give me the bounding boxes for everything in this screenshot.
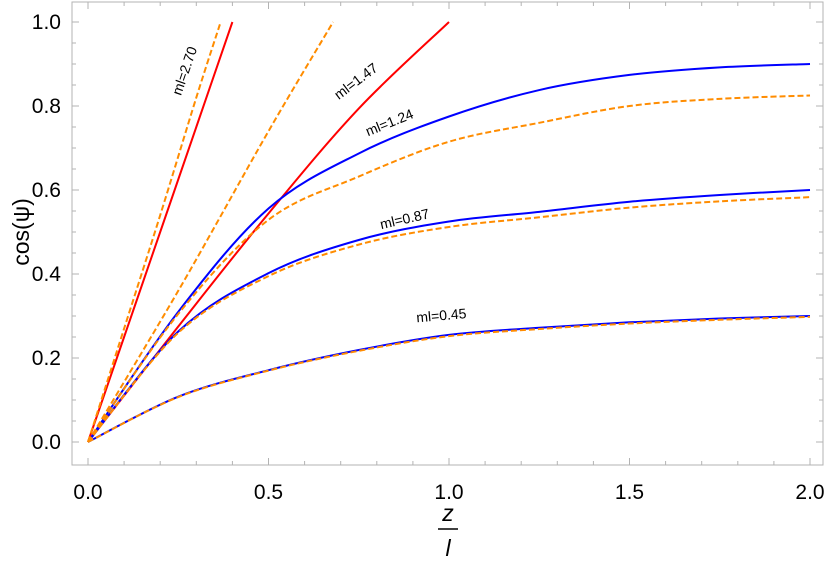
curve-annotation: ml=0.45 <box>416 305 468 325</box>
plot-frame <box>71 1 824 466</box>
y-tick-label: 0.4 <box>32 263 62 286</box>
dashed-series-line <box>87 21 222 443</box>
y-tick-label: 0.0 <box>32 431 61 454</box>
x-axis-label-denominator: l <box>445 535 451 561</box>
axis-ticks: 0.0 0.5 1.0 1.5 2.0 0.0 0.2 0.4 0.6 0.8 1.0 <box>32 2 825 504</box>
y-tick-label: 0.6 <box>32 179 61 202</box>
x-axis-label-numerator: z <box>441 500 454 526</box>
dashed-series-line <box>87 315 811 443</box>
x-tick-label: 1.0 <box>434 481 463 504</box>
x-tick-label: 0.5 <box>254 481 283 504</box>
y-tick-label: 0.2 <box>32 347 61 370</box>
plot-border <box>71 1 824 466</box>
solid-series-line <box>87 21 234 443</box>
curve-annotation: ml=1.24 <box>363 105 416 139</box>
solid-series-line <box>87 189 811 443</box>
dashed-series-line <box>87 196 811 443</box>
dashed-series-line <box>87 21 334 443</box>
y-tick-label: 0.8 <box>32 95 61 118</box>
solid-series-line <box>87 315 811 443</box>
y-tick-label: 1.0 <box>32 11 61 34</box>
curve-annotation: ml=0.87 <box>378 205 431 232</box>
dashed-series-line <box>87 94 811 443</box>
curve-annotation: ml=2.70 <box>169 44 201 97</box>
series-group <box>87 21 811 443</box>
x-tick-label: 0.0 <box>73 481 102 504</box>
x-tick-label: 1.5 <box>615 481 644 504</box>
solid-series-line <box>87 63 811 443</box>
x-tick-label: 2.0 <box>795 481 824 504</box>
curve-annotation: ml=1.47 <box>331 59 381 102</box>
y-axis-label: cos(ψ) <box>8 198 34 266</box>
